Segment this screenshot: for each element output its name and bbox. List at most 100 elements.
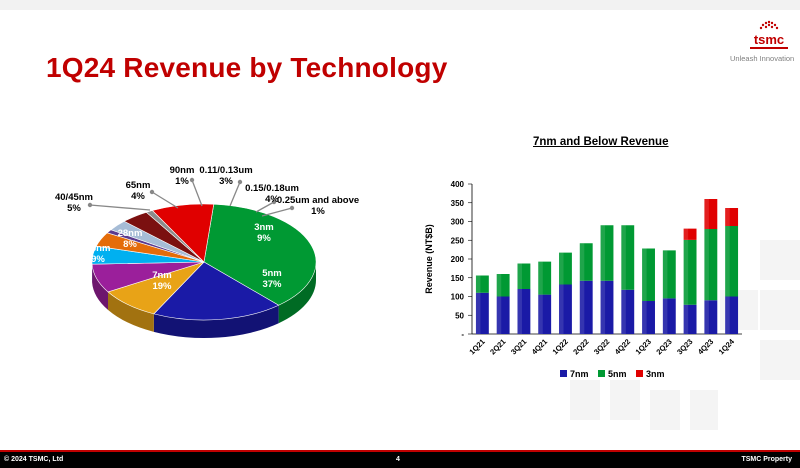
- bar-7nm-3Q23: [683, 304, 697, 334]
- bar-highlight: [642, 248, 647, 301]
- pie-leader-90nm: [191, 179, 203, 207]
- bar-highlight: [662, 298, 668, 334]
- bar-5nm-1Q22: [559, 252, 572, 285]
- svg-text:tsmc: tsmc: [754, 32, 784, 47]
- bar-highlight: [683, 304, 689, 334]
- bar-highlight: [621, 289, 626, 334]
- pie-leaders: [87, 177, 295, 217]
- x-tick-label: 3Q22: [592, 337, 611, 356]
- pie-slice-7nm: [153, 261, 280, 321]
- y-axis-label: Revenue (NT$B): [424, 224, 434, 294]
- pie-leader-dot: [271, 199, 277, 205]
- bar-5nm-3Q23: [683, 239, 697, 305]
- slide-title: 1Q24 Revenue by Technology: [46, 52, 448, 83]
- x-tick-label: 3Q21: [509, 337, 528, 356]
- bar-3nm-1Q24: [725, 208, 739, 226]
- bar-7nm-1Q22: [559, 284, 572, 334]
- x-tick-label: 4Q23: [696, 337, 715, 356]
- y-tick-label: 350: [451, 199, 465, 208]
- bar-highlight: [621, 225, 626, 290]
- pie-side-28nm: [92, 264, 108, 310]
- legend-label-3nm: 3nm: [646, 369, 665, 379]
- pie-leader-dot: [189, 177, 195, 183]
- bar-highlight: [579, 280, 585, 334]
- bar-7nm-4Q22: [621, 289, 635, 334]
- y-tick-label: 50: [455, 311, 464, 320]
- bar-7nm-2Q21: [496, 296, 510, 334]
- pie-label-name: 40/45nm: [55, 192, 93, 203]
- pie-label-value: 5%: [67, 203, 81, 214]
- bar-highlight: [559, 252, 564, 285]
- y-tick-label: 250: [451, 236, 465, 245]
- bar-7nm-1Q23: [642, 301, 655, 334]
- bar-5nm-2Q22: [579, 243, 593, 281]
- y-tick-label: 400: [451, 180, 465, 189]
- pie-label-name: 0.11/0.13um: [199, 165, 252, 176]
- bar-5nm-1Q21: [475, 275, 489, 293]
- pie-leader-dot: [149, 189, 155, 195]
- y-tick-label: 200: [451, 255, 465, 264]
- x-tick-label: 3Q23: [675, 337, 694, 356]
- bar-highlight: [496, 296, 502, 334]
- pie-label-name: 0.15/0.18um: [245, 183, 299, 194]
- bar-3nm-3Q23: [683, 228, 697, 240]
- x-tick-label: 1Q24: [717, 336, 737, 356]
- bar-5nm-3Q22: [600, 225, 614, 281]
- bar-highlight: [600, 280, 606, 334]
- pie-label-name: 90nm: [170, 165, 195, 176]
- footer-property: TSMC Property: [741, 456, 792, 463]
- bar-highlight: [559, 284, 564, 334]
- y-tick-label: 300: [451, 218, 465, 227]
- revenue-bar-chart: Revenue (NT$B) - 50 100 150 200 250 300 350 400 1Q…: [424, 180, 742, 379]
- bar-highlight: [725, 226, 730, 297]
- bar-7nm-4Q23: [704, 300, 718, 334]
- copyright: © 2024 TSMC, Ltd: [4, 456, 64, 463]
- pie-label-value: 9%: [91, 254, 105, 265]
- pie-slice-3nm: [151, 203, 215, 263]
- bar-highlight: [642, 301, 647, 334]
- pie-label-value: 4%: [131, 191, 145, 202]
- pie-side-16nm: [107, 291, 154, 332]
- bar-5nm-3Q21: [517, 263, 531, 289]
- x-tick-label: 2Q21: [488, 337, 507, 356]
- bar-highlight: [600, 225, 606, 281]
- x-tick-label: 4Q21: [530, 337, 549, 356]
- x-tick-label: 2Q22: [571, 337, 590, 356]
- top-band: [0, 0, 800, 10]
- x-tick-label: 1Q22: [551, 337, 570, 356]
- pie-leader-dot: [87, 202, 93, 208]
- legend-swatch-3nm: [636, 370, 643, 377]
- footer-accent-line: [0, 450, 800, 452]
- x-tick-label: 1Q21: [467, 337, 486, 356]
- y-tick-label: 100: [451, 293, 465, 302]
- bar-highlight: [538, 261, 543, 295]
- legend-label-5nm: 5nm: [608, 369, 627, 379]
- technology-pie-chart: 5nm37%7nm19%16nm9%28nm8%40/45nm5%65nm4%9…: [55, 165, 359, 338]
- pie-label-value: 19%: [152, 281, 172, 292]
- bar-5nm-1Q23: [642, 248, 655, 301]
- tagline: Unleash Innovation: [730, 54, 795, 63]
- pie-leader-40/45nm: [89, 204, 151, 211]
- pie-label-value: 8%: [123, 239, 137, 250]
- pie-side-5nm: [278, 262, 316, 324]
- pie-label-value: 1%: [311, 206, 325, 217]
- bar-chart-title: 7nm and Below Revenue: [533, 136, 669, 148]
- x-tick-label: 1Q23: [634, 337, 653, 356]
- pie-label-value: 4%: [265, 194, 279, 205]
- pie-label-value: 1%: [175, 176, 189, 187]
- bar-highlight: [683, 228, 689, 240]
- pie-label-value: 37%: [262, 279, 282, 290]
- pie-leader-0.25um and above: [261, 207, 293, 217]
- bar-5nm-2Q23: [662, 250, 676, 299]
- bar-highlight: [662, 250, 668, 299]
- bar-highlight: [475, 275, 481, 293]
- pie-leader-0.15/0.18um: [255, 201, 275, 213]
- decorative-grid: [570, 240, 800, 430]
- bar-7nm-1Q24: [725, 296, 739, 334]
- bar-7nm-3Q22: [600, 280, 614, 334]
- bar-5nm-4Q22: [621, 225, 635, 290]
- pie-slices: [91, 203, 317, 321]
- legend-label-7nm: 7nm: [570, 369, 589, 379]
- page-number: 4: [396, 456, 400, 463]
- bar-highlight: [683, 239, 689, 305]
